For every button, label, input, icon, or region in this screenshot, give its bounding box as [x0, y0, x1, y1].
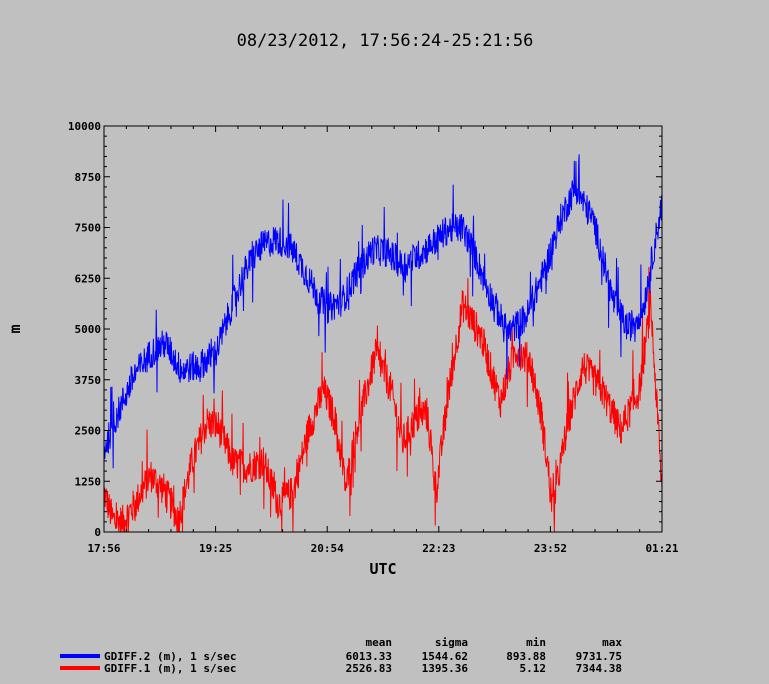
stats-header-max: max: [602, 636, 622, 649]
series-layer: [104, 154, 662, 532]
y-tick-label: 2500: [75, 425, 102, 438]
y-axis-label: m: [6, 324, 24, 333]
stats-value: 1544.62: [422, 650, 468, 663]
y-tick-label: 3750: [75, 374, 102, 387]
x-tick-label: 23:52: [534, 542, 567, 555]
x-tick-label: 01:21: [645, 542, 678, 555]
legend-label: GDIFF.1 (m), 1 s/sec: [104, 662, 236, 675]
legend: mean sigma min max GDIFF.2 (m), 1 s/sec 6013.…: [60, 636, 622, 675]
stats-header-sigma: sigma: [435, 636, 468, 649]
stats-value: 5.12: [520, 662, 547, 675]
stats-header-mean: mean: [366, 636, 393, 649]
x-tick-label: 22:23: [422, 542, 455, 555]
stats-value: 1395.36: [422, 662, 469, 675]
y-tick-label: 5000: [75, 323, 102, 336]
stats-value: 6013.33: [346, 650, 392, 663]
y-axis: 0 1250 2500 3750 5000 6250 7500 8750 10000: [68, 120, 662, 539]
y-tick-label: 10000: [68, 120, 101, 133]
chart-title: 08/23/2012, 17:56:24-25:21:56: [237, 31, 534, 51]
y-tick-label: 7500: [75, 222, 102, 235]
stats-value: 9731.75: [576, 650, 622, 663]
series-line-gdiff1: [104, 267, 662, 532]
x-tick-label: 20:54: [311, 542, 344, 555]
x-axis: 17:56 19:25 20:54 22:23 23:52 01:21: [87, 126, 679, 555]
legend-label: GDIFF.2 (m), 1 s/sec: [104, 650, 236, 663]
x-axis-label: UTC: [369, 560, 396, 578]
stats-value: 7344.38: [576, 662, 622, 675]
y-tick-label: 0: [94, 526, 101, 539]
series-line-gdiff2: [104, 154, 662, 469]
stats-value: 893.88: [506, 650, 546, 663]
stats-value: 2526.83: [346, 662, 392, 675]
x-tick-label: 19:25: [199, 542, 232, 555]
y-tick-label: 6250: [75, 272, 102, 285]
y-tick-label: 1250: [75, 475, 102, 488]
stats-header-min: min: [526, 636, 546, 649]
y-tick-label: 8750: [75, 171, 102, 184]
x-tick-label: 17:56: [87, 542, 120, 555]
